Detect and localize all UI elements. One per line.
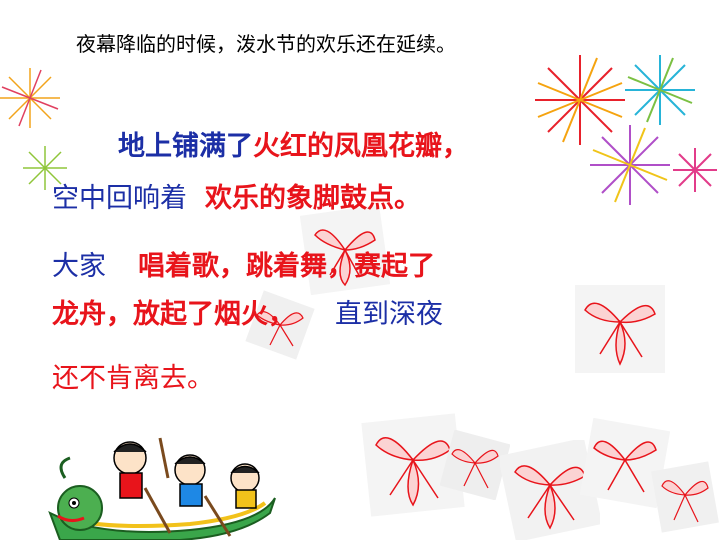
poem-line-2-part-2: 欢乐的象脚鼓点。 xyxy=(205,183,421,214)
poem-line-4-part-1: 龙舟，放起了烟火， xyxy=(52,299,295,330)
flower-petal-image-4 xyxy=(361,413,465,517)
poem-line-3: 大家 唱着歌，跳着舞，赛起了 xyxy=(52,244,435,283)
poem-line-1-part-1: 地上铺满了 xyxy=(118,131,253,162)
poem-line-2-part-1: 空中回响着 xyxy=(52,183,187,214)
poem-line-1-part-2: 火红的凤凰花瓣， xyxy=(253,131,469,162)
intro-sentence: 夜幕降临的时候，泼水节的欢乐还在延续。 xyxy=(76,32,456,56)
fireworks-right-image xyxy=(535,55,717,205)
poem-line-4: 龙舟，放起了烟火， 直到深夜 xyxy=(52,292,443,331)
flower-petal-image-5 xyxy=(440,430,510,500)
poem-line-5-part-1: 还不肯离去。 xyxy=(52,363,214,394)
fireworks-left-image xyxy=(0,68,67,190)
poem-line-4-part-2: 直到深夜 xyxy=(335,299,443,330)
poem-line-3-part-1: 大家 xyxy=(52,251,106,282)
flower-petal-image-1 xyxy=(300,205,390,295)
poem-line-1: 地上铺满了火红的凤凰花瓣， xyxy=(118,124,469,163)
dragon-boat-image xyxy=(48,437,276,540)
poem-line-3-part-2: 唱着歌，跳着舞，赛起了 xyxy=(138,251,435,282)
flower-petal-image-2 xyxy=(245,290,315,360)
poem-line-5: 还不肯离去。 xyxy=(52,356,214,395)
flower-petal-image-3 xyxy=(575,285,665,373)
flower-petal-image-8 xyxy=(651,461,719,533)
poem-line-2: 空中回响着 欢乐的象脚鼓点。 xyxy=(52,176,421,215)
flower-petal-image-7 xyxy=(580,418,670,508)
flower-petal-image-6 xyxy=(500,440,600,540)
